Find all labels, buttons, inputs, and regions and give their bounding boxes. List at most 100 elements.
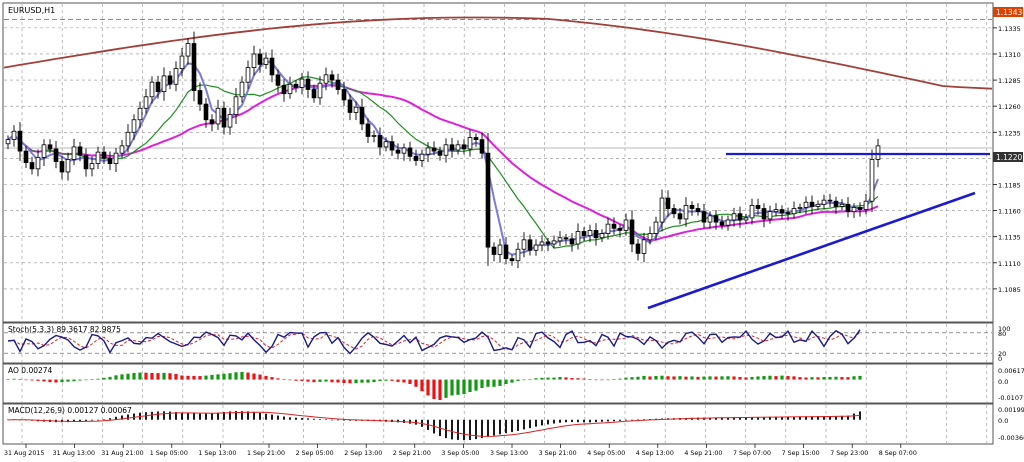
candle-body: [191, 43, 197, 91]
ao-bar: [588, 379, 592, 380]
candle-body: [647, 233, 653, 241]
time-axis-label: 7 Sep 15:00: [782, 450, 820, 457]
price-grid: [4, 4, 992, 321]
macd-bar: [601, 419, 603, 422]
ao-bar: [540, 377, 544, 380]
candle-body: [833, 200, 839, 207]
ao-bar: [492, 379, 496, 387]
candle-body: [221, 107, 227, 128]
macd-bar: [265, 413, 267, 420]
time-axis-label: 2 Sep 13:00: [344, 450, 382, 457]
macd-bar: [253, 411, 255, 420]
ao-bar: [624, 377, 628, 380]
candle-body: [671, 208, 677, 215]
ao-bar: [648, 376, 652, 380]
macd-bar: [829, 416, 831, 420]
macd-axis-label: 0.0: [998, 417, 1008, 425]
macd-bar: [481, 419, 483, 439]
macd-bar: [721, 417, 723, 420]
ao-axis-label: -0.01071: [998, 394, 1024, 402]
macd-bar: [751, 417, 753, 420]
candle-body: [371, 135, 377, 137]
current-price-tag-text: 1.1220: [996, 153, 1022, 162]
candle-body: [809, 201, 815, 207]
ao-bar: [354, 379, 358, 384]
macd-bar: [205, 413, 207, 420]
time-axis-label: 3 Sep 05:00: [441, 450, 479, 457]
candle-body: [821, 199, 827, 205]
macd-bar: [547, 419, 549, 425]
price-tag: 1.1220: [993, 152, 1023, 162]
macd-bar: [289, 417, 291, 420]
macd-bar: [271, 414, 273, 420]
ao-bar: [720, 376, 724, 380]
macd-bar: [565, 419, 567, 423]
macd-bar: [511, 419, 513, 433]
macd-bar: [541, 419, 543, 426]
macd-bar: [625, 419, 627, 421]
candle-body: [785, 212, 791, 215]
ao-bar: [498, 379, 502, 386]
candle-body: [797, 207, 803, 209]
stochastic-axis-label: 80: [998, 330, 1006, 338]
macd-bar: [301, 417, 303, 420]
candle-body: [275, 74, 281, 86]
ao-bar: [822, 377, 826, 380]
ao-bar: [516, 379, 520, 381]
candle-body: [209, 119, 215, 125]
candle-body: [551, 240, 557, 245]
ao-bar: [630, 377, 634, 380]
candle-body: [563, 237, 569, 240]
ao-bar: [474, 379, 478, 391]
macd-bar: [457, 419, 459, 440]
candle-body: [359, 106, 365, 125]
ao-bar: [528, 379, 532, 380]
candle-body: [827, 199, 833, 202]
ao-bar: [468, 379, 472, 393]
ao-bar: [282, 379, 286, 380]
ao-bar: [246, 372, 250, 380]
stochastic-axis-label: 0: [998, 355, 1002, 363]
macd-bar: [649, 419, 651, 420]
candle-body: [677, 213, 683, 220]
candle-body: [845, 203, 851, 213]
ao-bar: [486, 379, 490, 387]
ascending-trendline[interactable]: [647, 191, 976, 310]
ao-bar: [756, 376, 760, 380]
candle-body: [527, 239, 533, 251]
candle-body: [305, 78, 311, 90]
candle-body: [89, 163, 95, 170]
ao-bar: [252, 373, 256, 380]
macd-bar: [619, 419, 621, 421]
candle-body: [761, 208, 767, 220]
ao-bar: [396, 379, 400, 382]
candle-body: [161, 75, 167, 92]
ao-bar: [702, 376, 706, 380]
candle-body: [725, 219, 731, 226]
ao-bar: [210, 374, 214, 380]
ao-bar: [108, 376, 112, 380]
candle-body: [779, 209, 785, 214]
macd-bar: [589, 419, 591, 423]
ao-bar: [690, 376, 694, 380]
ao-bar: [816, 377, 820, 380]
macd-bar: [319, 419, 321, 420]
ao-bar: [270, 377, 274, 380]
ma-long-line: [3, 16, 993, 90]
ao-bar: [96, 378, 100, 380]
candle-body: [41, 144, 47, 158]
ao-bar: [750, 376, 754, 380]
macd-bar: [823, 416, 825, 420]
candle-body: [53, 148, 59, 162]
macd-bar: [715, 417, 717, 420]
ao-bar: [138, 372, 142, 380]
candle-body: [545, 241, 551, 245]
candle-body: [479, 139, 485, 154]
time-axis-label: 2 Sep 21:00: [393, 450, 431, 457]
ao-bar: [792, 376, 796, 380]
macd-bar: [211, 413, 213, 420]
ao-bar: [174, 373, 178, 380]
macd-bar: [331, 419, 333, 421]
macd-bar: [325, 419, 327, 421]
